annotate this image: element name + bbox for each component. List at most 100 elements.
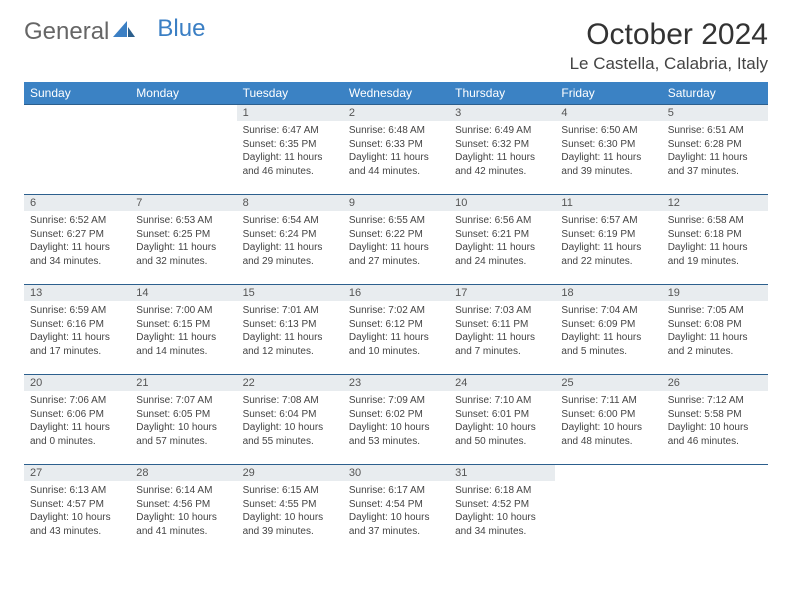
day-number: 16 bbox=[343, 285, 449, 301]
calendar-cell: 17Sunrise: 7:03 AMSunset: 6:11 PMDayligh… bbox=[449, 285, 555, 375]
calendar-cell: 3Sunrise: 6:49 AMSunset: 6:32 PMDaylight… bbox=[449, 105, 555, 195]
day-detail: Sunrise: 6:48 AMSunset: 6:33 PMDaylight:… bbox=[343, 121, 449, 181]
calendar-cell: 30Sunrise: 6:17 AMSunset: 4:54 PMDayligh… bbox=[343, 465, 449, 555]
weekday-header: Saturday bbox=[662, 82, 768, 105]
day-number: 12 bbox=[662, 195, 768, 211]
calendar-cell bbox=[555, 465, 661, 555]
calendar-cell: 11Sunrise: 6:57 AMSunset: 6:19 PMDayligh… bbox=[555, 195, 661, 285]
day-number: 11 bbox=[555, 195, 661, 211]
day-number: 6 bbox=[24, 195, 130, 211]
calendar-cell bbox=[662, 465, 768, 555]
day-detail: Sunrise: 6:58 AMSunset: 6:18 PMDaylight:… bbox=[662, 211, 768, 271]
day-number: 18 bbox=[555, 285, 661, 301]
day-detail: Sunrise: 6:17 AMSunset: 4:54 PMDaylight:… bbox=[343, 481, 449, 541]
day-number: 21 bbox=[130, 375, 236, 391]
calendar-week-row: 27Sunrise: 6:13 AMSunset: 4:57 PMDayligh… bbox=[24, 465, 768, 555]
day-number: 27 bbox=[24, 465, 130, 481]
day-detail: Sunrise: 7:07 AMSunset: 6:05 PMDaylight:… bbox=[130, 391, 236, 451]
day-detail: Sunrise: 7:02 AMSunset: 6:12 PMDaylight:… bbox=[343, 301, 449, 361]
calendar-cell: 13Sunrise: 6:59 AMSunset: 6:16 PMDayligh… bbox=[24, 285, 130, 375]
day-detail: Sunrise: 6:59 AMSunset: 6:16 PMDaylight:… bbox=[24, 301, 130, 361]
title-block: October 2024 Le Castella, Calabria, Ital… bbox=[570, 18, 768, 74]
calendar-cell bbox=[24, 105, 130, 195]
logo-sail-icon bbox=[113, 18, 135, 46]
day-detail: Sunrise: 6:55 AMSunset: 6:22 PMDaylight:… bbox=[343, 211, 449, 271]
logo-text-blue: Blue bbox=[157, 15, 205, 43]
day-number: 13 bbox=[24, 285, 130, 301]
day-detail: Sunrise: 6:47 AMSunset: 6:35 PMDaylight:… bbox=[237, 121, 343, 181]
calendar-cell: 1Sunrise: 6:47 AMSunset: 6:35 PMDaylight… bbox=[237, 105, 343, 195]
day-number: 31 bbox=[449, 465, 555, 481]
calendar-cell: 7Sunrise: 6:53 AMSunset: 6:25 PMDaylight… bbox=[130, 195, 236, 285]
calendar-body: 1Sunrise: 6:47 AMSunset: 6:35 PMDaylight… bbox=[24, 105, 768, 555]
calendar-cell: 18Sunrise: 7:04 AMSunset: 6:09 PMDayligh… bbox=[555, 285, 661, 375]
day-detail: Sunrise: 6:51 AMSunset: 6:28 PMDaylight:… bbox=[662, 121, 768, 181]
calendar-cell: 14Sunrise: 7:00 AMSunset: 6:15 PMDayligh… bbox=[130, 285, 236, 375]
day-detail: Sunrise: 7:08 AMSunset: 6:04 PMDaylight:… bbox=[237, 391, 343, 451]
day-detail: Sunrise: 7:01 AMSunset: 6:13 PMDaylight:… bbox=[237, 301, 343, 361]
day-detail: Sunrise: 6:15 AMSunset: 4:55 PMDaylight:… bbox=[237, 481, 343, 541]
weekday-header: Friday bbox=[555, 82, 661, 105]
day-detail: Sunrise: 7:03 AMSunset: 6:11 PMDaylight:… bbox=[449, 301, 555, 361]
day-number: 22 bbox=[237, 375, 343, 391]
weekday-header: Sunday bbox=[24, 82, 130, 105]
day-detail: Sunrise: 6:54 AMSunset: 6:24 PMDaylight:… bbox=[237, 211, 343, 271]
calendar-cell: 29Sunrise: 6:15 AMSunset: 4:55 PMDayligh… bbox=[237, 465, 343, 555]
day-detail: Sunrise: 7:12 AMSunset: 5:58 PMDaylight:… bbox=[662, 391, 768, 451]
calendar-cell bbox=[130, 105, 236, 195]
day-number: 8 bbox=[237, 195, 343, 211]
calendar-cell: 2Sunrise: 6:48 AMSunset: 6:33 PMDaylight… bbox=[343, 105, 449, 195]
calendar-week-row: 13Sunrise: 6:59 AMSunset: 6:16 PMDayligh… bbox=[24, 285, 768, 375]
calendar-cell: 19Sunrise: 7:05 AMSunset: 6:08 PMDayligh… bbox=[662, 285, 768, 375]
calendar-cell: 31Sunrise: 6:18 AMSunset: 4:52 PMDayligh… bbox=[449, 465, 555, 555]
calendar-cell: 9Sunrise: 6:55 AMSunset: 6:22 PMDaylight… bbox=[343, 195, 449, 285]
calendar-week-row: 1Sunrise: 6:47 AMSunset: 6:35 PMDaylight… bbox=[24, 105, 768, 195]
calendar-cell: 20Sunrise: 7:06 AMSunset: 6:06 PMDayligh… bbox=[24, 375, 130, 465]
day-number: 25 bbox=[555, 375, 661, 391]
calendar-cell: 4Sunrise: 6:50 AMSunset: 6:30 PMDaylight… bbox=[555, 105, 661, 195]
day-detail: Sunrise: 6:53 AMSunset: 6:25 PMDaylight:… bbox=[130, 211, 236, 271]
day-number: 1 bbox=[237, 105, 343, 121]
calendar-week-row: 6Sunrise: 6:52 AMSunset: 6:27 PMDaylight… bbox=[24, 195, 768, 285]
calendar-page: General Blue October 2024 Le Castella, C… bbox=[0, 0, 792, 573]
calendar-header-row: SundayMondayTuesdayWednesdayThursdayFrid… bbox=[24, 82, 768, 105]
day-number: 19 bbox=[662, 285, 768, 301]
day-number: 4 bbox=[555, 105, 661, 121]
day-detail: Sunrise: 7:00 AMSunset: 6:15 PMDaylight:… bbox=[130, 301, 236, 361]
logo-text-general: General bbox=[24, 18, 109, 46]
weekday-header: Tuesday bbox=[237, 82, 343, 105]
location-subtitle: Le Castella, Calabria, Italy bbox=[570, 54, 768, 74]
day-number: 15 bbox=[237, 285, 343, 301]
day-number: 29 bbox=[237, 465, 343, 481]
calendar-cell: 25Sunrise: 7:11 AMSunset: 6:00 PMDayligh… bbox=[555, 375, 661, 465]
day-number: 3 bbox=[449, 105, 555, 121]
header: General Blue October 2024 Le Castella, C… bbox=[24, 18, 768, 74]
weekday-header: Wednesday bbox=[343, 82, 449, 105]
day-number: 17 bbox=[449, 285, 555, 301]
calendar-cell: 12Sunrise: 6:58 AMSunset: 6:18 PMDayligh… bbox=[662, 195, 768, 285]
day-number: 30 bbox=[343, 465, 449, 481]
day-detail: Sunrise: 6:49 AMSunset: 6:32 PMDaylight:… bbox=[449, 121, 555, 181]
day-number: 28 bbox=[130, 465, 236, 481]
day-number: 10 bbox=[449, 195, 555, 211]
calendar-cell: 27Sunrise: 6:13 AMSunset: 4:57 PMDayligh… bbox=[24, 465, 130, 555]
calendar-cell: 15Sunrise: 7:01 AMSunset: 6:13 PMDayligh… bbox=[237, 285, 343, 375]
day-detail: Sunrise: 7:11 AMSunset: 6:00 PMDaylight:… bbox=[555, 391, 661, 451]
day-number: 24 bbox=[449, 375, 555, 391]
weekday-header: Thursday bbox=[449, 82, 555, 105]
day-detail: Sunrise: 7:06 AMSunset: 6:06 PMDaylight:… bbox=[24, 391, 130, 451]
calendar-cell: 16Sunrise: 7:02 AMSunset: 6:12 PMDayligh… bbox=[343, 285, 449, 375]
day-number: 7 bbox=[130, 195, 236, 211]
day-number: 23 bbox=[343, 375, 449, 391]
calendar-cell: 28Sunrise: 6:14 AMSunset: 4:56 PMDayligh… bbox=[130, 465, 236, 555]
day-detail: Sunrise: 7:05 AMSunset: 6:08 PMDaylight:… bbox=[662, 301, 768, 361]
day-detail: Sunrise: 6:56 AMSunset: 6:21 PMDaylight:… bbox=[449, 211, 555, 271]
day-number: 14 bbox=[130, 285, 236, 301]
calendar-cell: 6Sunrise: 6:52 AMSunset: 6:27 PMDaylight… bbox=[24, 195, 130, 285]
calendar-cell: 10Sunrise: 6:56 AMSunset: 6:21 PMDayligh… bbox=[449, 195, 555, 285]
day-detail: Sunrise: 7:09 AMSunset: 6:02 PMDaylight:… bbox=[343, 391, 449, 451]
weekday-header: Monday bbox=[130, 82, 236, 105]
logo: General Blue bbox=[24, 18, 205, 46]
calendar-cell: 23Sunrise: 7:09 AMSunset: 6:02 PMDayligh… bbox=[343, 375, 449, 465]
calendar-cell: 8Sunrise: 6:54 AMSunset: 6:24 PMDaylight… bbox=[237, 195, 343, 285]
